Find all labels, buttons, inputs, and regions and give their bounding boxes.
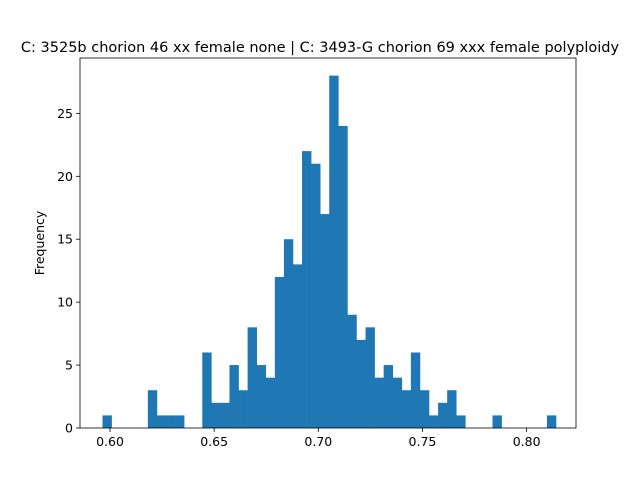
y-tick-label: 25 xyxy=(57,106,73,121)
histogram-bar xyxy=(302,151,312,428)
histogram-bar xyxy=(229,365,239,428)
histogram-bar xyxy=(429,415,439,428)
histogram-bar xyxy=(292,264,303,428)
x-tick-label: 0.80 xyxy=(513,434,541,449)
histogram-bar xyxy=(438,402,448,428)
histogram-bar xyxy=(329,75,339,429)
histogram-bar xyxy=(256,365,267,428)
x-tick-label: 0.70 xyxy=(304,434,332,449)
y-tick-label: 5 xyxy=(65,358,73,373)
y-axis-label: Frequency xyxy=(32,210,47,275)
histogram-bar xyxy=(447,390,457,428)
y-axis-ticks: 0 5 10 15 20 25 xyxy=(57,106,80,436)
histogram-bar xyxy=(320,214,330,428)
histogram-bar xyxy=(283,239,294,428)
histogram-bar xyxy=(220,402,230,428)
y-tick-label: 0 xyxy=(65,421,73,436)
plot-frame xyxy=(79,57,577,429)
y-tick-label: 20 xyxy=(57,169,73,184)
y-tick-label: 15 xyxy=(57,232,73,247)
histogram-bar xyxy=(410,352,421,428)
chart-title: C: 3525b chorion 46 xx female none | C: … xyxy=(21,40,620,56)
x-axis-ticks: 0.60 0.65 0.70 0.75 0.80 xyxy=(96,428,541,449)
bars-group xyxy=(102,75,557,429)
histogram-bar xyxy=(338,125,348,429)
histogram-bar xyxy=(401,390,412,428)
histogram-bar xyxy=(492,415,502,428)
histogram-bar xyxy=(456,415,466,428)
histogram-bar xyxy=(147,390,158,428)
x-tick-label: 0.65 xyxy=(200,434,228,449)
histogram-bar xyxy=(419,390,430,428)
histogram-bar xyxy=(102,415,112,428)
histogram-bar xyxy=(383,365,394,428)
histogram-bar xyxy=(156,415,167,428)
histogram-bar xyxy=(546,415,557,428)
histogram-bar xyxy=(211,402,221,428)
y-tick-label: 10 xyxy=(57,295,73,310)
histogram-bar xyxy=(365,327,375,428)
histogram-bar xyxy=(374,377,384,428)
histogram-bar xyxy=(202,352,212,428)
histogram-bar xyxy=(347,314,357,428)
histogram-bar xyxy=(392,377,403,428)
histogram-bar xyxy=(165,415,176,428)
x-tick-label: 0.60 xyxy=(96,434,124,449)
histogram-bar xyxy=(274,276,285,428)
histogram-bar xyxy=(238,390,248,428)
histogram-bar xyxy=(311,163,321,428)
histogram-bar xyxy=(175,415,185,428)
histogram-bar xyxy=(247,327,257,428)
x-tick-label: 0.75 xyxy=(409,434,437,449)
histogram-bar xyxy=(356,339,366,428)
histogram-bar xyxy=(265,377,276,428)
